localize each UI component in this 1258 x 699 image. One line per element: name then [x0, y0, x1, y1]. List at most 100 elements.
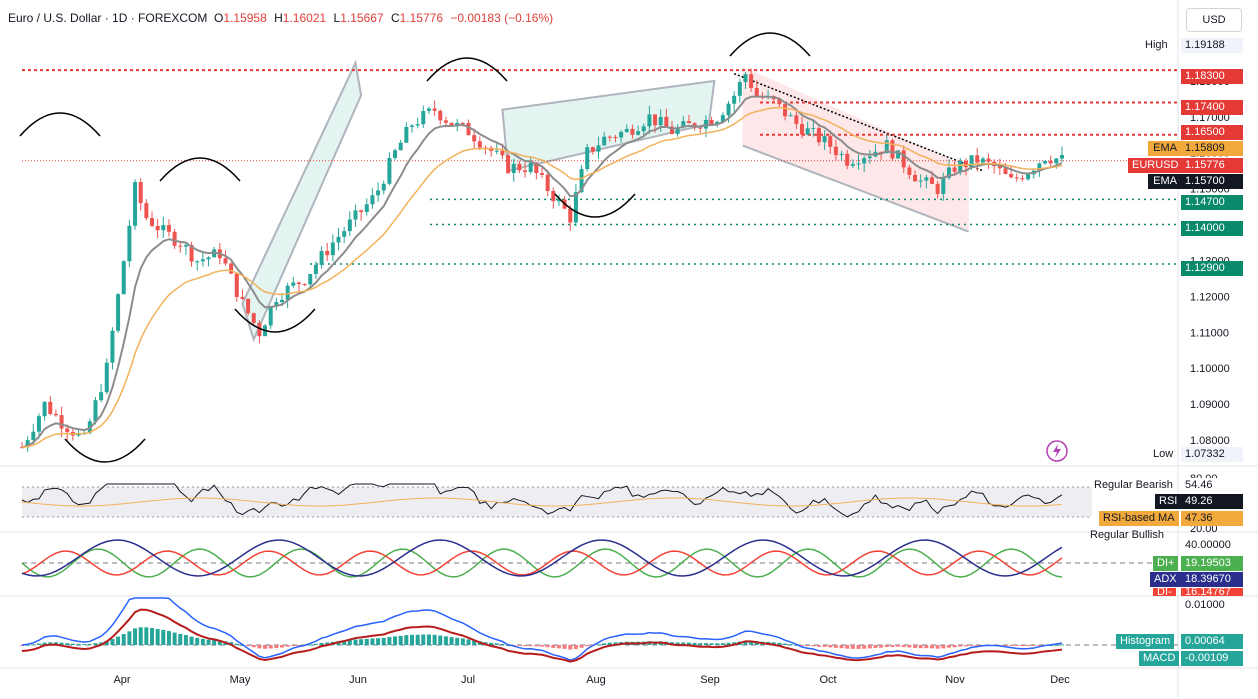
candle-body	[376, 190, 381, 196]
candle-body	[200, 259, 205, 262]
macd-histogram-bar	[472, 640, 477, 645]
macd-histogram-bar	[36, 643, 41, 645]
macd-histogram-bar	[613, 642, 618, 645]
rsi-bearish-value: 54.46	[1181, 478, 1243, 493]
candle-body	[641, 126, 646, 132]
macd-histogram-bar	[370, 638, 375, 645]
macd-histogram-bar	[856, 645, 861, 649]
candle-body	[624, 128, 629, 132]
macd-histogram-bar	[884, 645, 889, 647]
rsi-ma-line	[21, 497, 1063, 507]
macd-histogram-bar	[42, 642, 47, 645]
level-tag-1-174: 1.17400	[1181, 100, 1243, 115]
candle-body	[675, 127, 680, 134]
macd-histogram-bar	[1060, 644, 1064, 646]
pivot-arc	[19, 112, 101, 137]
candle-body	[166, 224, 171, 232]
candle-body	[794, 115, 799, 125]
candle-body	[720, 115, 725, 122]
candle-body	[20, 447, 24, 449]
symbol-title: Euro / U.S. Dollar · 1D · FOREXCOM	[8, 11, 208, 25]
candle-body	[506, 155, 511, 174]
candle-body	[1037, 163, 1042, 171]
falling-trendline	[733, 73, 984, 172]
high-label: H	[274, 11, 283, 25]
macd-histogram-bar	[907, 645, 912, 648]
last-price-tag: 1.15776	[1181, 158, 1243, 173]
macd-histogram-bar	[805, 645, 810, 646]
level-tag-1-183: 1.18300	[1181, 69, 1243, 84]
candle-body	[986, 158, 991, 162]
macd-histogram-bar	[59, 642, 64, 645]
candle-body	[709, 119, 714, 125]
candle-body	[1060, 155, 1064, 159]
candle-body	[48, 401, 53, 414]
candle-body	[183, 245, 188, 247]
candle-body	[477, 141, 482, 148]
macd-histogram-bar	[359, 639, 364, 645]
currency-button[interactable]: USD	[1186, 8, 1242, 32]
macd-histogram-bar	[206, 639, 211, 645]
x-month-label: Oct	[819, 674, 836, 686]
candle-body	[528, 162, 533, 172]
rsi-ma-value: 47.36	[1181, 511, 1243, 526]
candle-body	[155, 225, 160, 231]
candle-body	[1014, 177, 1019, 179]
candle-body	[726, 103, 731, 116]
candle-body	[449, 122, 454, 127]
x-month-label: Sep	[700, 674, 720, 686]
candle-body	[963, 161, 968, 168]
candle-body	[342, 231, 347, 237]
candle-body	[664, 116, 669, 127]
candle-body	[783, 104, 788, 117]
candle-body	[291, 282, 296, 286]
candle-body	[540, 173, 544, 175]
macd-histogram-bar	[189, 636, 194, 645]
candle-body	[257, 322, 262, 337]
candle-body	[150, 218, 154, 226]
y-tick-label: 1.12000	[1190, 291, 1230, 303]
macd-histogram-bar	[70, 643, 75, 645]
macd-histogram-bar	[969, 645, 974, 646]
candle-body	[178, 245, 183, 247]
candle-body	[930, 177, 934, 184]
macd-histogram-bar	[783, 643, 788, 645]
macd-histogram-bar	[353, 639, 358, 645]
candle-body	[816, 128, 821, 143]
macd-histogram-bar	[692, 642, 697, 645]
macd-histogram-bar	[500, 643, 505, 645]
macd-histogram-bar	[1037, 645, 1042, 646]
candle-body	[913, 174, 918, 182]
candle-body	[918, 180, 923, 182]
candle-body	[1054, 158, 1059, 164]
macd-histogram-bar	[523, 645, 528, 647]
x-month-label: May	[230, 674, 251, 686]
candle-body	[822, 136, 827, 143]
candle-body	[296, 282, 301, 285]
candle-body	[670, 126, 674, 134]
candle-body	[53, 413, 58, 416]
macd-histogram-bar	[822, 645, 827, 647]
macd-histogram-bar	[195, 637, 200, 645]
candle-body	[381, 183, 386, 191]
candle-body	[862, 158, 867, 164]
candle-body	[743, 74, 748, 83]
pivot-arc	[64, 438, 146, 463]
di-plus-value: 19.19503	[1181, 556, 1243, 571]
di-plus-label: DI+	[1153, 556, 1179, 571]
macd-histogram-bar	[381, 637, 386, 645]
close-value: 1.15776	[399, 11, 444, 25]
adx-label: ADX	[1150, 572, 1181, 587]
histogram-label: Histogram	[1116, 634, 1175, 649]
macd-histogram-bar	[421, 634, 426, 645]
rsi-ma-label: RSI-based MA	[1099, 511, 1179, 526]
macd-histogram-bar	[675, 642, 680, 645]
macd-histogram-bar	[862, 645, 867, 649]
macd-histogram-bar	[347, 640, 352, 645]
candle-body	[472, 135, 477, 142]
macd-histogram-bar	[726, 642, 731, 645]
macd-histogram-bar	[342, 640, 347, 645]
macd-histogram-bar	[161, 629, 166, 645]
